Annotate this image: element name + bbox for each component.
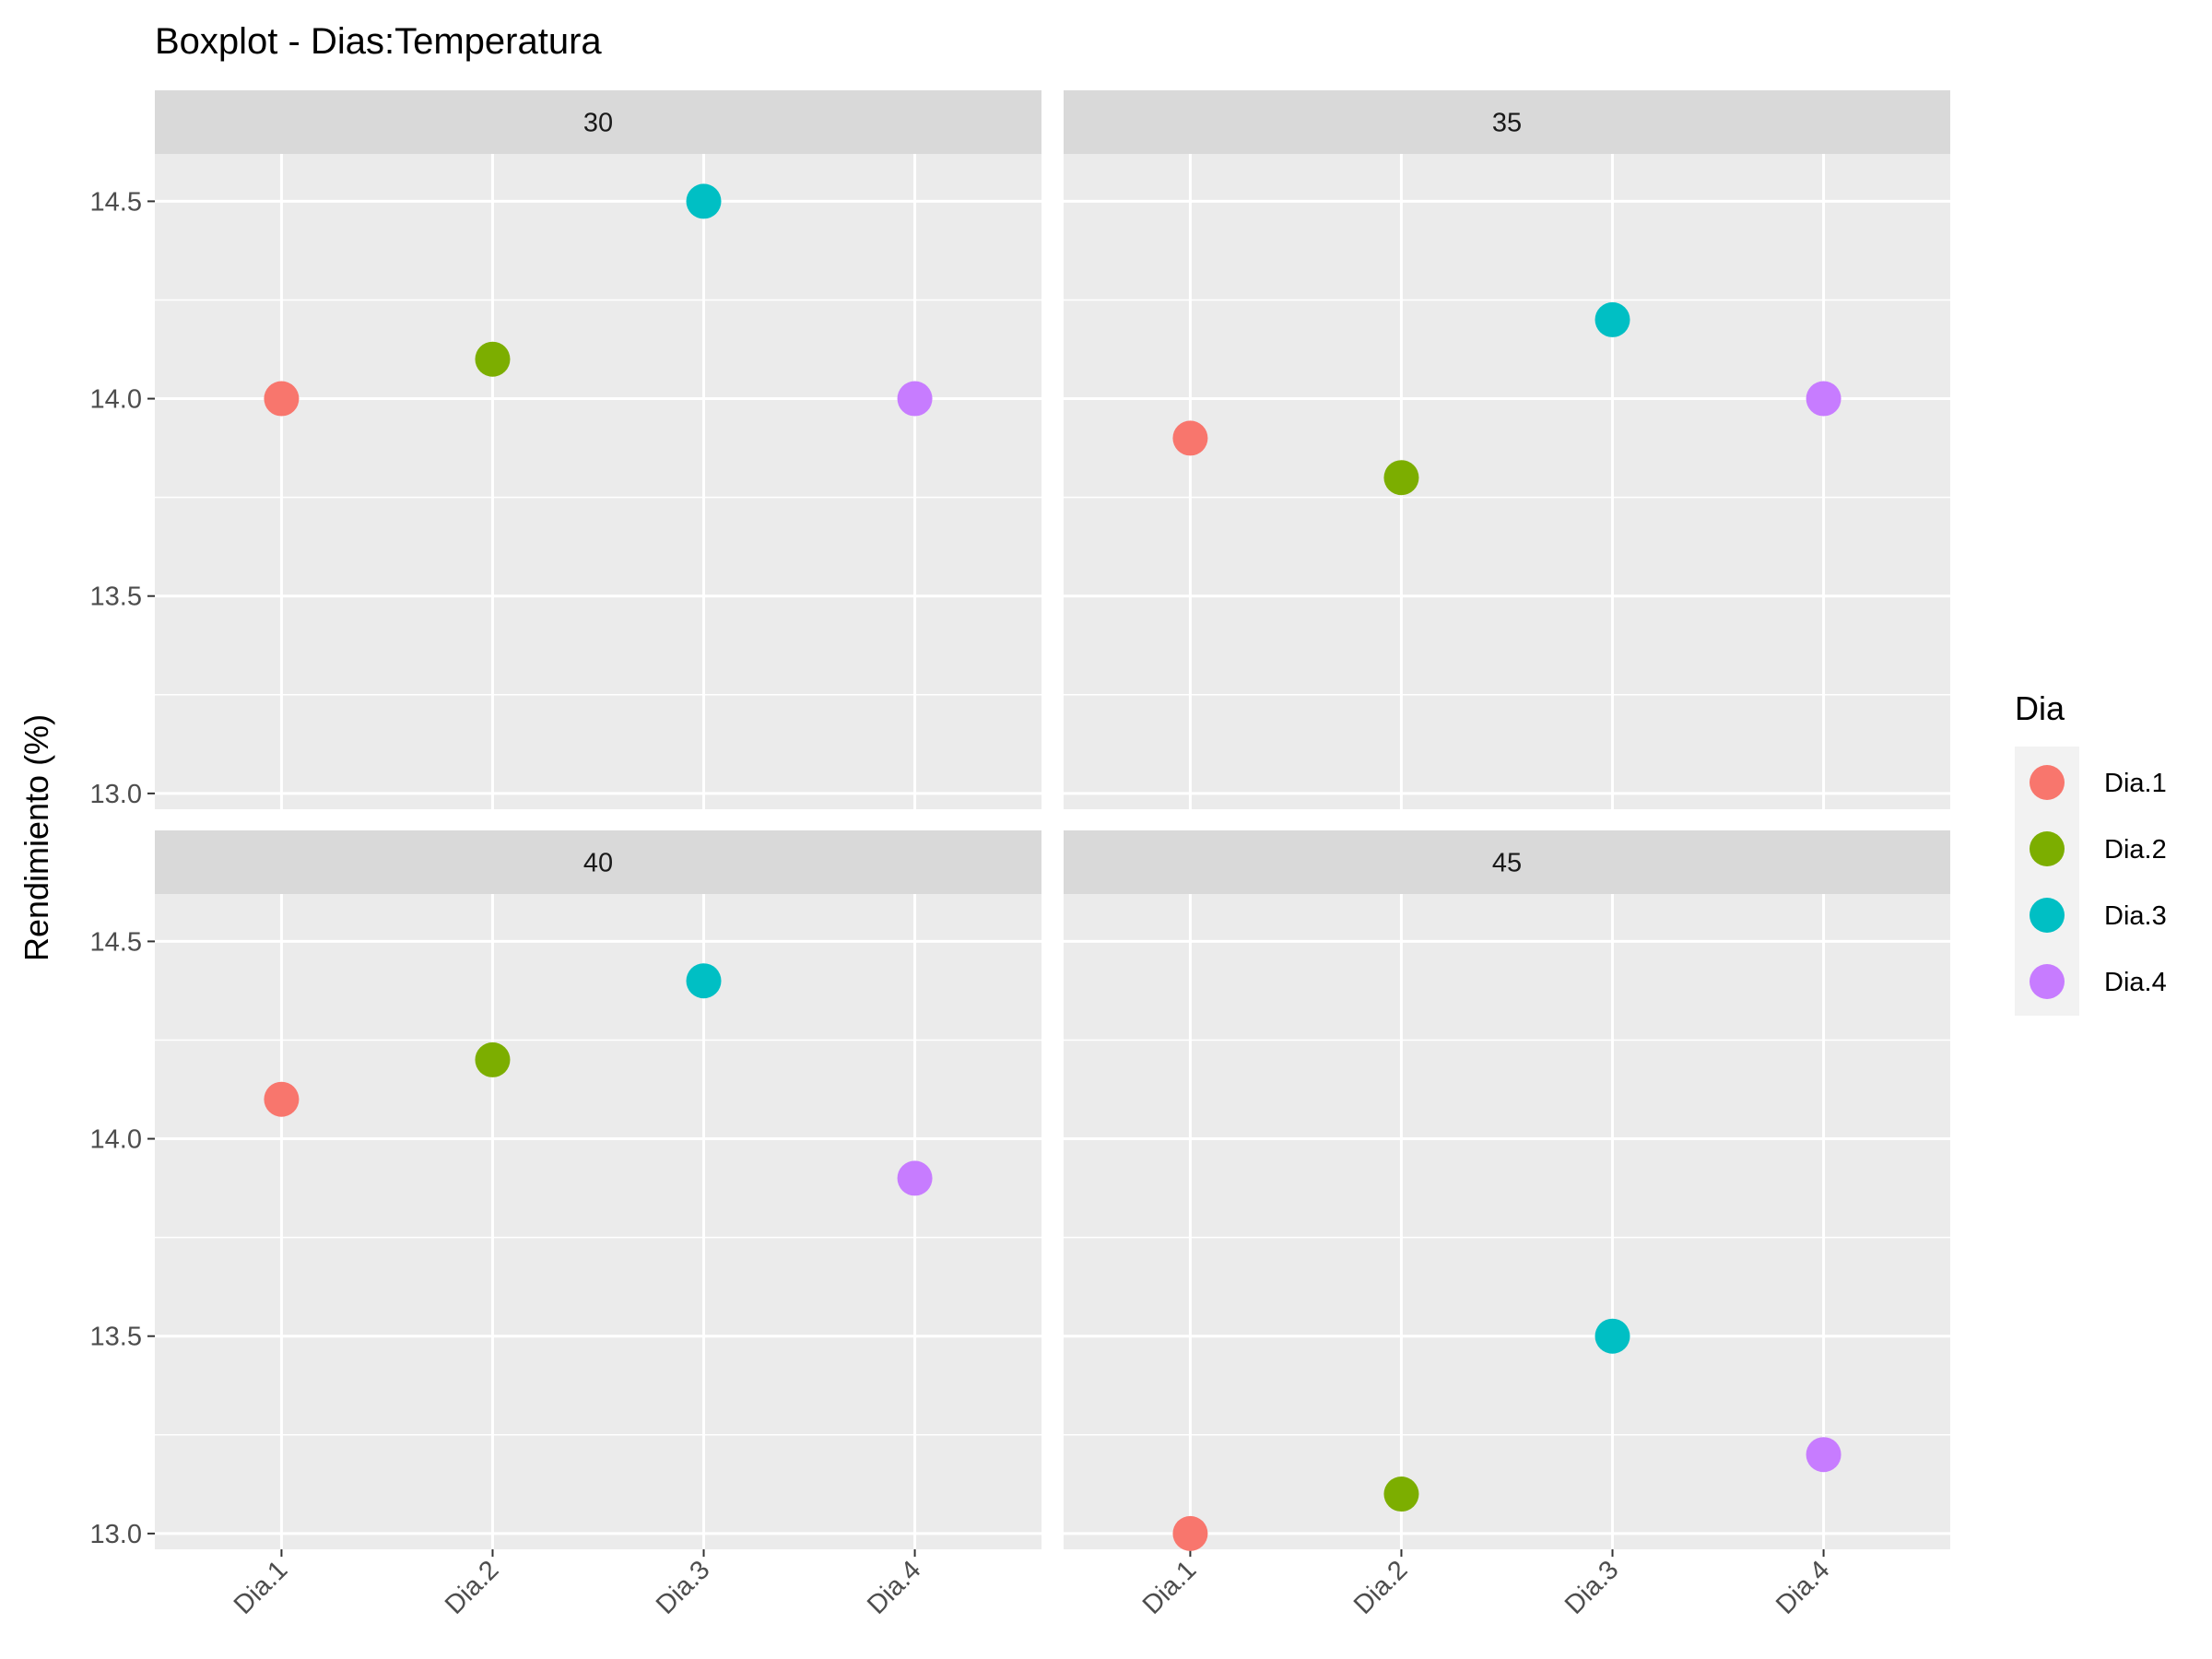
x-tick-label: Dia.1 <box>229 1555 294 1620</box>
data-point-dia-1 <box>264 1081 300 1117</box>
x-tick-label: Dia.2 <box>1348 1555 1414 1620</box>
data-point-dia-4 <box>897 381 933 417</box>
y-tick-label: 13.5 <box>90 1323 142 1352</box>
facet-panel-40: 40 13.0 13.5 14.0 14.5 Dia.1 Dia.2 Dia.3 Dia.4 <box>90 830 1041 1620</box>
x-tick-label: Dia.2 <box>440 1555 505 1620</box>
panel-background <box>155 894 1041 1549</box>
data-point-dia-3 <box>686 963 722 999</box>
facet-strip-label: 45 <box>1492 849 1522 878</box>
x-tick-label: Dia.4 <box>1771 1555 1836 1620</box>
facet-strip <box>155 830 1041 894</box>
y-tick-label: 14.5 <box>90 927 142 957</box>
legend-swatch <box>2030 898 2065 933</box>
facet-strip <box>1064 90 1950 154</box>
panel-background <box>1064 894 1950 1549</box>
facet-strip <box>155 90 1041 154</box>
facet-strip-label: 30 <box>583 109 613 138</box>
y-tick-label: 13.5 <box>90 582 142 612</box>
data-point-dia-4 <box>1806 1437 1841 1473</box>
facet-strip-label: 40 <box>583 849 613 878</box>
facet-strip <box>1064 830 1950 894</box>
data-point-dia-1 <box>1172 1515 1208 1551</box>
data-point-dia-4 <box>897 1160 933 1196</box>
data-point-dia-1 <box>264 381 300 417</box>
data-point-dia-4 <box>1806 381 1841 417</box>
x-tick-label: Dia.3 <box>1559 1555 1625 1620</box>
legend-label: Dia.2 <box>2104 835 2167 865</box>
data-point-dia-3 <box>1594 301 1630 337</box>
y-tick-label: 13.0 <box>90 1520 142 1549</box>
data-point-dia-3 <box>1594 1318 1630 1354</box>
y-tick-label: 14.0 <box>90 385 142 415</box>
legend-title: Dia <box>2015 689 2065 727</box>
y-axis-title: Rendimiento (%) <box>18 714 55 961</box>
legend: Dia Dia.1 Dia.2 Dia.3 Dia.4 <box>2015 689 2167 1016</box>
y-tick-label: 14.0 <box>90 1125 142 1155</box>
facet-panel-35: 35 <box>1064 90 1950 809</box>
data-point-dia-2 <box>475 1041 511 1077</box>
legend-swatch <box>2030 831 2065 866</box>
facet-panel-30: 30 13.0 13.5 14.0 14.5 <box>90 90 1041 809</box>
facet-panels: 30 13.0 13.5 14.0 14.5 35 40 13.0 13.5 14.0 14.5 Di… <box>90 90 1950 1620</box>
legend-label: Dia.4 <box>2104 968 2167 997</box>
data-point-dia-1 <box>1172 420 1208 456</box>
chart-title: Boxplot - Dias:Temperatura <box>155 21 602 62</box>
data-point-dia-2 <box>1383 460 1419 496</box>
y-tick-label: 14.5 <box>90 187 142 217</box>
facet-strip-label: 35 <box>1492 109 1522 138</box>
data-point-dia-3 <box>686 183 722 219</box>
panel-background <box>1064 154 1950 809</box>
panel-background <box>155 154 1041 809</box>
data-point-dia-2 <box>475 341 511 377</box>
legend-swatch <box>2030 964 2065 999</box>
legend-swatch <box>2030 765 2065 800</box>
x-tick-label: Dia.4 <box>862 1555 927 1620</box>
legend-label: Dia.3 <box>2104 901 2167 931</box>
y-tick-label: 13.0 <box>90 780 142 809</box>
facet-panel-45: 45 Dia.1 Dia.2 Dia.3 Dia.4 <box>1064 830 1950 1620</box>
x-tick-label: Dia.3 <box>651 1555 716 1620</box>
data-point-dia-2 <box>1383 1477 1419 1512</box>
x-tick-label: Dia.1 <box>1137 1555 1203 1620</box>
legend-label: Dia.1 <box>2104 769 2167 798</box>
